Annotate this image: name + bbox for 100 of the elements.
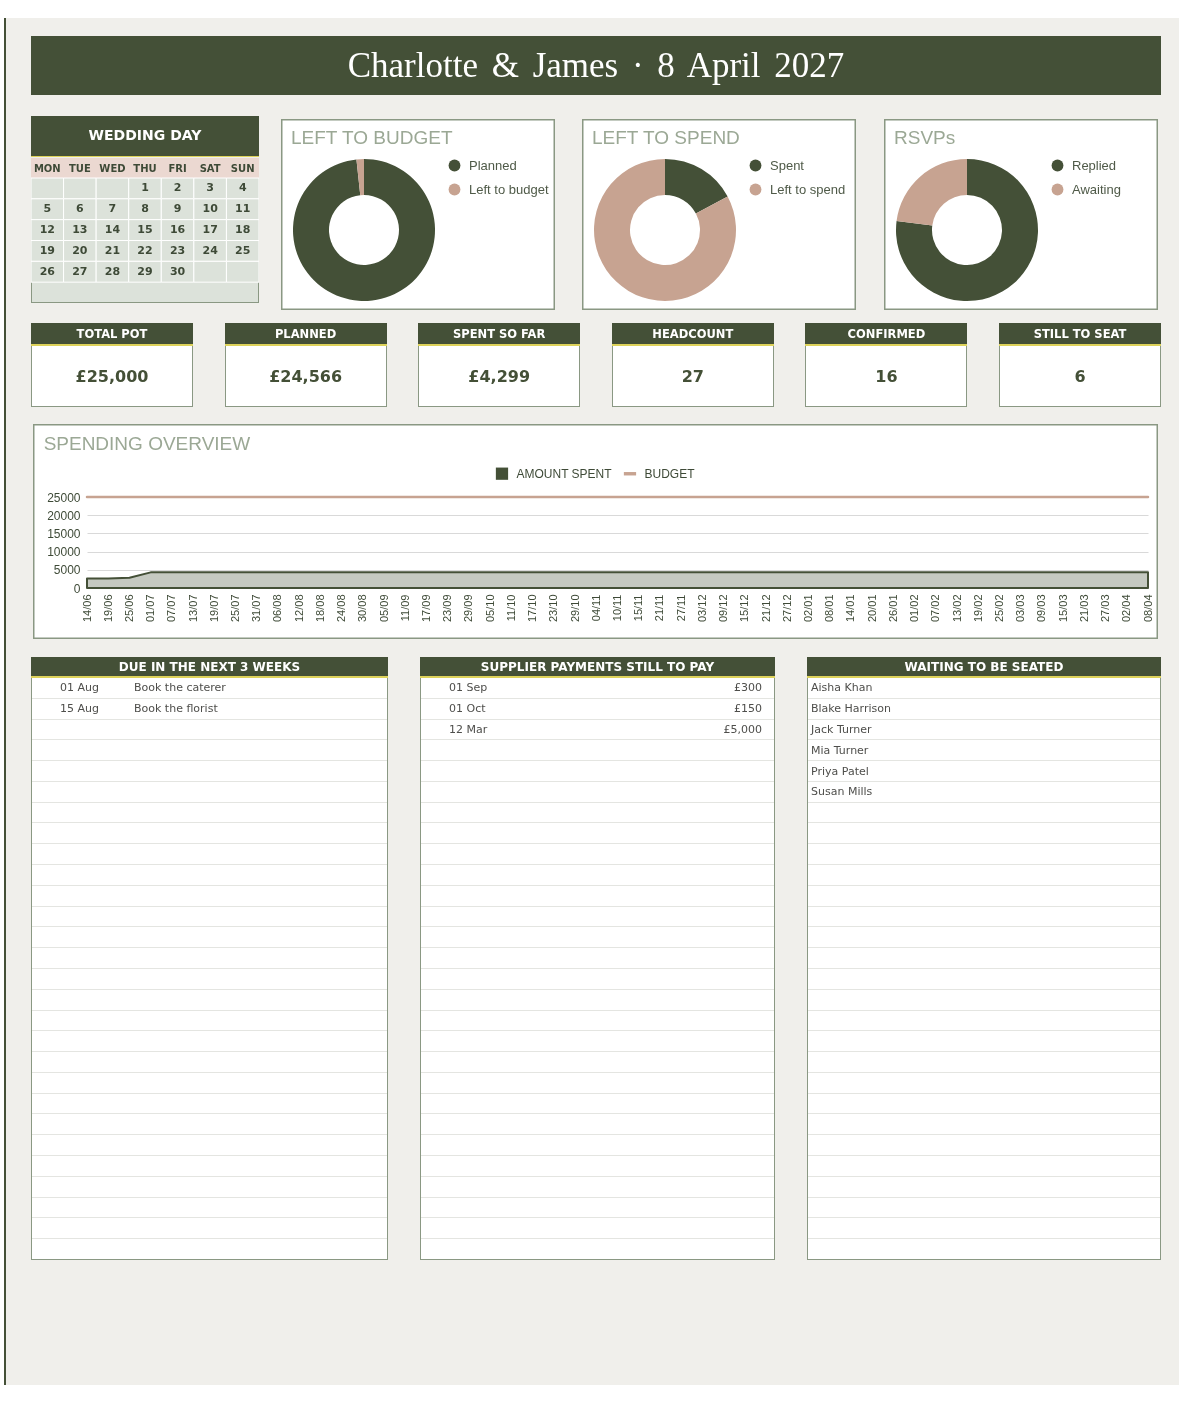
chart-title: WEDDING DAY — [88, 127, 203, 143]
category-label: Jack Turner — [811, 721, 872, 738]
x-tick-label: 09/03 — [1035, 594, 1048, 623]
category-label: Mia Turner — [811, 742, 869, 759]
x-tick-label: 08/04 — [1141, 594, 1154, 623]
x-tick-label: 15/12 — [738, 594, 751, 623]
text: Book the caterer — [134, 680, 226, 697]
data-label: 19 — [39, 243, 55, 257]
x-tick-label: 09/12 — [717, 594, 730, 623]
data-label: 3 — [206, 181, 214, 195]
legend-label: Awaiting — [1072, 181, 1121, 197]
x-tick-label: 15/11 — [632, 594, 645, 622]
chart-title: RSVPs — [894, 127, 956, 148]
x-tick-label: 24/08 — [335, 594, 348, 623]
data-label: 22 — [137, 243, 153, 257]
x-tick-label: 05/10 — [483, 594, 496, 623]
x-tick-label: 03/12 — [695, 594, 708, 623]
x-tick-label: 19/02 — [971, 594, 984, 623]
x-tick-label: 31/07 — [250, 594, 263, 623]
data-label: 13 — [72, 223, 88, 237]
text: Charlotte & James · 8 April 2027 — [347, 45, 845, 86]
x-tick-label: 03/03 — [1014, 594, 1027, 623]
legend-label: AMOUNT SPENT — [516, 466, 613, 481]
chart-title: LEFT TO BUDGET — [291, 127, 453, 148]
legend-label: Planned — [469, 157, 517, 173]
data-label: 17 — [202, 223, 218, 237]
category-label: 12 Mar — [449, 721, 488, 738]
data-label: 20 — [72, 243, 88, 257]
data-label: 24 — [202, 243, 219, 257]
donut-slice — [896, 159, 967, 226]
x-tick-label: WED — [99, 162, 126, 174]
data-label: 26 — [39, 264, 56, 278]
data-label: 18 — [235, 223, 251, 237]
text: SUPPLIER PAYMENTS STILL TO PAY — [480, 659, 715, 674]
x-tick-label: 17/09 — [420, 594, 433, 623]
x-tick-label: FRI — [168, 162, 187, 174]
x-tick-label: TUE — [68, 162, 91, 174]
data-label: £5,000 — [723, 721, 762, 738]
text: DUE IN THE NEXT 3 WEEKS — [118, 659, 301, 674]
data-label: 2 — [173, 181, 182, 195]
category-label: 15 Aug — [60, 701, 99, 718]
x-tick-label: 07/02 — [929, 594, 942, 623]
x-tick-label: 27/03 — [1099, 594, 1112, 623]
x-tick-label: 18/08 — [313, 594, 326, 623]
data-label: 10 — [202, 202, 219, 216]
x-tick-label: MON — [33, 162, 61, 174]
x-tick-label: 27/11 — [674, 594, 687, 622]
data-label: 9 — [173, 202, 182, 216]
x-tick-label: 25/06 — [122, 594, 135, 623]
data-label: 25 — [235, 243, 251, 257]
x-tick-label: 15/03 — [1056, 594, 1069, 623]
text: Book the florist — [134, 701, 218, 718]
data-label: 30 — [169, 264, 186, 278]
x-tick-label: 11/10 — [504, 594, 517, 622]
data-label: 28 — [104, 264, 121, 278]
y-tick-label: 10000 — [47, 545, 81, 560]
x-tick-label: 11/09 — [398, 594, 411, 622]
category-label: 01 Oct — [449, 701, 486, 718]
category-label: 01 Sep — [449, 680, 488, 697]
x-tick-label: 01/02 — [908, 594, 921, 623]
data-label: 14 — [104, 223, 121, 237]
x-tick-label: 19/07 — [207, 594, 220, 623]
data-label: £300 — [734, 680, 762, 697]
x-tick-label: 06/08 — [271, 594, 284, 623]
x-tick-label: 25/07 — [229, 594, 242, 623]
y-tick-label: 0 — [73, 581, 81, 596]
x-tick-label: 02/01 — [801, 594, 814, 623]
x-tick-label: 21/11 — [653, 594, 666, 622]
category-label: 01 Aug — [60, 680, 99, 697]
x-tick-label: 12/08 — [292, 594, 305, 623]
x-tick-label: 29/10 — [568, 594, 581, 623]
data-label: 29 — [137, 264, 153, 278]
category-label: Susan Mills — [811, 784, 873, 801]
x-tick-label: 13/02 — [950, 594, 963, 623]
chart-title: SPENDING OVERVIEW — [43, 433, 251, 454]
data-label: 12 — [39, 223, 55, 237]
data-label: 15 — [137, 223, 153, 237]
data-label: £150 — [734, 701, 762, 718]
x-tick-label: 14/06 — [80, 594, 93, 623]
x-tick-label: 05/09 — [377, 594, 390, 623]
data-label: 11 — [235, 202, 251, 216]
data-label: 23 — [169, 243, 186, 257]
donut-slice — [896, 159, 1038, 301]
x-tick-label: 14/01 — [844, 594, 857, 623]
x-tick-label: 26/01 — [886, 594, 899, 623]
x-tick-label: 27/12 — [780, 594, 793, 623]
x-tick-label: 02/04 — [1120, 594, 1133, 623]
donut-slice — [665, 159, 728, 214]
data-label: 1 — [141, 181, 149, 195]
category-label: Priya Patel — [811, 763, 869, 780]
donut-slice — [293, 159, 435, 301]
legend-label: BUDGET — [644, 466, 696, 481]
x-tick-label: 21/12 — [759, 594, 772, 623]
x-tick-label: 08/01 — [823, 594, 836, 623]
y-tick-label: 25000 — [47, 490, 81, 505]
legend-label: Left to spend — [770, 181, 846, 197]
x-tick-label: 23/10 — [547, 594, 560, 623]
x-tick-label: 01/07 — [144, 594, 157, 623]
x-tick-label: 10/11 — [611, 594, 623, 622]
data-label: 5 — [43, 202, 52, 216]
